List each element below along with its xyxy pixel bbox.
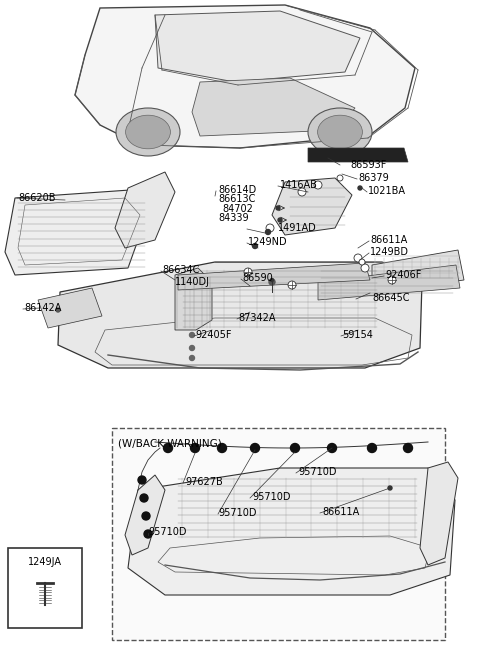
Text: 1249ND: 1249ND — [248, 237, 288, 247]
Circle shape — [56, 308, 60, 312]
Circle shape — [266, 224, 274, 232]
Text: 86379: 86379 — [358, 173, 389, 183]
Text: 86611A: 86611A — [370, 235, 407, 245]
Polygon shape — [272, 178, 352, 235]
Text: 86590: 86590 — [242, 273, 273, 283]
Circle shape — [190, 356, 194, 361]
Text: 84702: 84702 — [222, 204, 253, 214]
Ellipse shape — [116, 108, 180, 156]
Polygon shape — [420, 462, 458, 565]
Text: 1491AD: 1491AD — [278, 223, 317, 233]
Polygon shape — [318, 265, 460, 300]
Circle shape — [190, 346, 194, 350]
Polygon shape — [58, 262, 422, 368]
Circle shape — [359, 259, 365, 265]
Text: 86611A: 86611A — [322, 507, 359, 517]
Text: 1140DJ: 1140DJ — [175, 277, 210, 287]
Circle shape — [300, 190, 304, 194]
Text: 86634C: 86634C — [162, 265, 199, 275]
Circle shape — [276, 206, 280, 210]
Ellipse shape — [126, 115, 170, 149]
Polygon shape — [125, 475, 165, 555]
Text: 86645C: 86645C — [372, 293, 409, 303]
Text: 95710D: 95710D — [298, 467, 336, 477]
Ellipse shape — [308, 108, 372, 156]
Polygon shape — [372, 250, 464, 292]
Circle shape — [144, 530, 152, 538]
Polygon shape — [38, 288, 102, 328]
Text: 86613C: 86613C — [218, 194, 255, 204]
Text: (W/BACK WARNING): (W/BACK WARNING) — [118, 438, 222, 448]
Circle shape — [354, 254, 362, 262]
Circle shape — [362, 266, 368, 270]
Circle shape — [244, 268, 252, 276]
Circle shape — [251, 443, 260, 453]
Circle shape — [252, 243, 257, 249]
Polygon shape — [75, 5, 415, 148]
Circle shape — [271, 279, 274, 281]
Circle shape — [140, 494, 148, 502]
Text: 1416AB: 1416AB — [280, 180, 318, 190]
Text: 86620B: 86620B — [18, 193, 56, 203]
Circle shape — [314, 181, 322, 189]
Circle shape — [327, 443, 336, 453]
Text: 92405F: 92405F — [195, 330, 231, 340]
Circle shape — [388, 486, 392, 490]
Polygon shape — [155, 11, 360, 82]
Circle shape — [388, 276, 396, 284]
Circle shape — [337, 175, 343, 181]
Text: 95710D: 95710D — [218, 508, 256, 518]
Circle shape — [358, 186, 362, 190]
Ellipse shape — [318, 115, 362, 149]
Circle shape — [361, 264, 369, 272]
Circle shape — [138, 476, 146, 484]
Bar — [8, 548, 82, 628]
Polygon shape — [128, 468, 455, 595]
Circle shape — [269, 279, 275, 285]
Circle shape — [217, 443, 227, 453]
Text: 92406F: 92406F — [385, 270, 421, 280]
Text: 1249JA: 1249JA — [28, 557, 62, 567]
Polygon shape — [178, 263, 370, 290]
Circle shape — [368, 443, 376, 453]
Text: 97627B: 97627B — [185, 477, 223, 487]
Circle shape — [265, 230, 271, 234]
Polygon shape — [308, 148, 408, 162]
Text: 95710D: 95710D — [252, 492, 290, 502]
Text: 59154: 59154 — [342, 330, 373, 340]
Text: 1249BD: 1249BD — [370, 247, 409, 257]
Circle shape — [267, 226, 273, 230]
Text: 87342A: 87342A — [238, 313, 276, 323]
Circle shape — [298, 188, 306, 196]
Circle shape — [164, 443, 172, 453]
Polygon shape — [192, 78, 355, 136]
Text: 86142A: 86142A — [24, 303, 61, 313]
Circle shape — [315, 182, 321, 188]
Polygon shape — [5, 190, 148, 275]
Text: 95710D: 95710D — [148, 527, 187, 537]
Circle shape — [288, 281, 296, 289]
Text: 86593F: 86593F — [350, 160, 386, 170]
Circle shape — [290, 443, 300, 453]
Polygon shape — [175, 268, 212, 330]
Text: 86614D: 86614D — [218, 185, 256, 195]
Circle shape — [142, 512, 150, 520]
Circle shape — [190, 333, 194, 337]
Text: 84339: 84339 — [218, 213, 249, 223]
Bar — [112, 428, 445, 640]
Circle shape — [356, 255, 360, 260]
Polygon shape — [115, 172, 175, 248]
Circle shape — [191, 443, 200, 453]
Circle shape — [404, 443, 412, 453]
Circle shape — [278, 218, 282, 222]
Text: 1021BA: 1021BA — [368, 186, 406, 196]
